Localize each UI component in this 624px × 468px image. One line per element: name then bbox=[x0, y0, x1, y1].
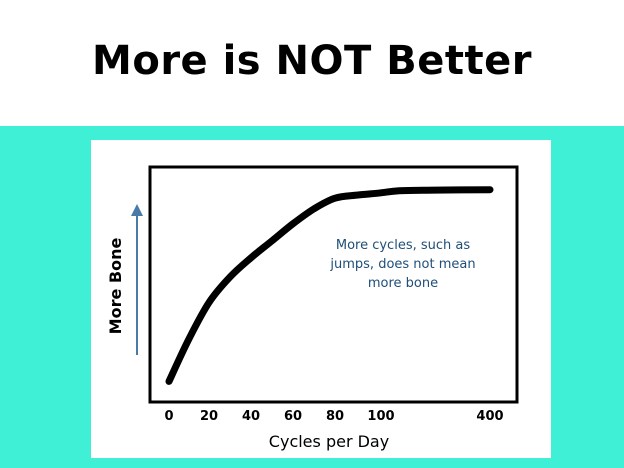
annotation-line-1: More cycles, such as bbox=[336, 238, 470, 253]
annotation-line-3: more bone bbox=[368, 276, 438, 291]
data-point bbox=[269, 238, 275, 244]
data-point bbox=[186, 336, 192, 342]
x-tick-labels: 0 20 40 60 80 100 400 bbox=[164, 409, 503, 424]
data-point bbox=[487, 187, 493, 193]
x-tick-label: 60 bbox=[284, 409, 302, 424]
data-point bbox=[332, 195, 338, 201]
x-tick-label: 20 bbox=[200, 409, 218, 424]
data-point bbox=[378, 190, 384, 196]
series-line bbox=[165, 186, 494, 385]
data-point bbox=[433, 187, 439, 193]
y-axis-label: More Bone bbox=[106, 238, 125, 335]
data-point bbox=[166, 378, 172, 384]
data-point bbox=[355, 192, 361, 198]
x-tick-label: 40 bbox=[242, 409, 260, 424]
x-axis-label: Cycles per Day bbox=[269, 432, 389, 451]
slide-title: More is NOT Better bbox=[92, 38, 532, 84]
data-point bbox=[396, 188, 402, 194]
x-tick-label: 100 bbox=[367, 409, 394, 424]
data-point bbox=[227, 274, 233, 280]
data-point bbox=[290, 221, 296, 227]
y-axis-arrow bbox=[131, 204, 143, 355]
data-point bbox=[311, 206, 317, 212]
y-axis-arrow-head bbox=[131, 204, 143, 216]
x-tick-label: 0 bbox=[164, 409, 173, 424]
x-tick-label: 80 bbox=[326, 409, 344, 424]
series-points bbox=[166, 187, 493, 385]
annotation-line-2: jumps, does not mean bbox=[329, 257, 475, 272]
x-tick-label: 400 bbox=[476, 409, 503, 424]
annotation: More cycles, such as jumps, does not mea… bbox=[329, 238, 475, 291]
plot-frame bbox=[148, 165, 519, 404]
data-point bbox=[206, 300, 212, 306]
data-point bbox=[248, 255, 254, 261]
